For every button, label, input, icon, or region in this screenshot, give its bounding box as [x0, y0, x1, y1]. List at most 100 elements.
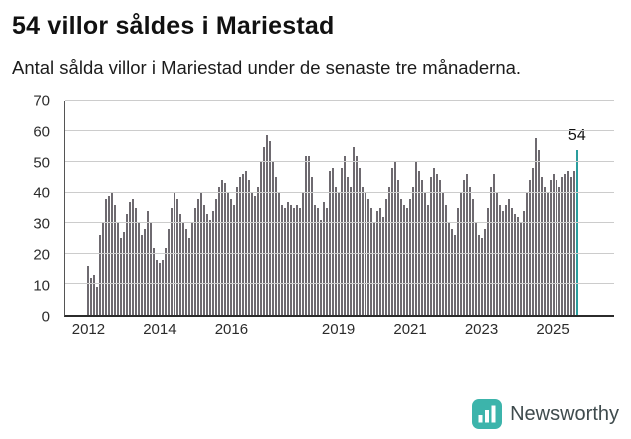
bar	[424, 192, 427, 315]
bar	[122, 232, 125, 315]
gridline	[65, 99, 614, 101]
bar	[116, 223, 119, 315]
y-tick-label: 40	[33, 184, 50, 202]
bar	[155, 259, 158, 315]
bar	[185, 229, 188, 315]
bar	[313, 204, 316, 315]
bar	[269, 140, 271, 315]
bar	[170, 207, 173, 315]
bar	[286, 201, 289, 315]
bar	[167, 229, 170, 315]
bar	[549, 180, 552, 315]
bar	[104, 198, 107, 315]
bar	[173, 192, 176, 315]
x-tick-label: 2012	[71, 320, 106, 338]
x-tick-label: 2025	[536, 320, 570, 338]
newsworthy-link[interactable]: Newsworthy	[472, 399, 619, 429]
bar	[233, 204, 236, 315]
newsworthy-logo-icon	[472, 399, 503, 429]
bar	[409, 198, 412, 315]
bar	[570, 177, 573, 315]
bar	[301, 192, 304, 315]
bar	[537, 149, 540, 315]
bar	[280, 204, 283, 315]
bar	[370, 207, 373, 315]
bar	[146, 210, 149, 315]
bar	[274, 177, 277, 315]
bar	[212, 210, 215, 315]
bar	[558, 186, 561, 315]
bar	[495, 192, 498, 315]
bar	[406, 207, 409, 315]
bar	[397, 180, 400, 315]
bar	[86, 265, 89, 315]
bar	[128, 201, 131, 315]
x-tick-label: 2019	[321, 320, 356, 338]
bar	[260, 162, 263, 315]
gridline	[65, 252, 614, 254]
bar	[492, 174, 495, 315]
bar	[343, 155, 346, 315]
bars-container: 54	[86, 101, 586, 315]
bar	[555, 180, 558, 315]
gridline	[65, 130, 614, 132]
bar	[355, 155, 358, 315]
bar	[442, 192, 445, 315]
bar	[134, 207, 137, 315]
bar	[140, 235, 143, 315]
bar	[462, 180, 465, 315]
bar	[164, 247, 167, 315]
bar	[382, 217, 385, 315]
bar	[480, 238, 483, 315]
x-axis-labels: 2012 2014 2016 2019 2021 2023 2025	[72, 315, 578, 339]
bar	[131, 198, 134, 315]
bar	[367, 198, 370, 315]
y-axis-labels: 0 10 20 30 40 50 60 70	[12, 92, 58, 325]
bar	[516, 217, 519, 315]
bar	[337, 192, 340, 315]
bar	[486, 207, 489, 315]
bar	[125, 214, 128, 315]
bar	[98, 235, 101, 315]
bar	[263, 146, 266, 315]
y-tick-label: 50	[33, 154, 50, 172]
bar	[203, 204, 206, 315]
bar	[292, 207, 295, 315]
bar	[191, 223, 194, 315]
bar	[379, 207, 382, 315]
bar	[531, 168, 534, 315]
bar	[403, 204, 406, 315]
bar	[474, 223, 477, 315]
bar	[251, 192, 254, 315]
bar	[573, 171, 576, 315]
bar	[113, 204, 116, 315]
bar	[346, 177, 349, 315]
bar	[194, 207, 197, 315]
bar	[298, 207, 301, 315]
page: 54 villor såldes i Mariestad Antal sålda…	[12, 12, 614, 339]
page-title: 54 villor såldes i Mariestad	[12, 12, 335, 40]
x-tick-label: 2021	[393, 320, 427, 338]
bar	[182, 223, 185, 315]
bar	[110, 192, 113, 315]
bar	[528, 180, 531, 315]
bar	[391, 168, 394, 315]
bar	[254, 195, 257, 315]
bar	[445, 204, 448, 315]
y-tick-label: 70	[33, 92, 50, 110]
y-tick-label: 30	[33, 215, 50, 233]
bar	[385, 198, 388, 315]
bar	[439, 180, 442, 315]
bar	[513, 214, 516, 315]
bar	[242, 174, 245, 315]
bar	[364, 192, 367, 315]
brand-text: Newsworthy	[510, 402, 619, 425]
bar	[230, 198, 233, 315]
bar	[376, 210, 379, 315]
bar	[137, 223, 140, 315]
bar	[224, 183, 227, 315]
bar	[176, 198, 179, 315]
bar	[373, 223, 376, 315]
bar	[89, 278, 92, 315]
bar	[349, 186, 352, 315]
